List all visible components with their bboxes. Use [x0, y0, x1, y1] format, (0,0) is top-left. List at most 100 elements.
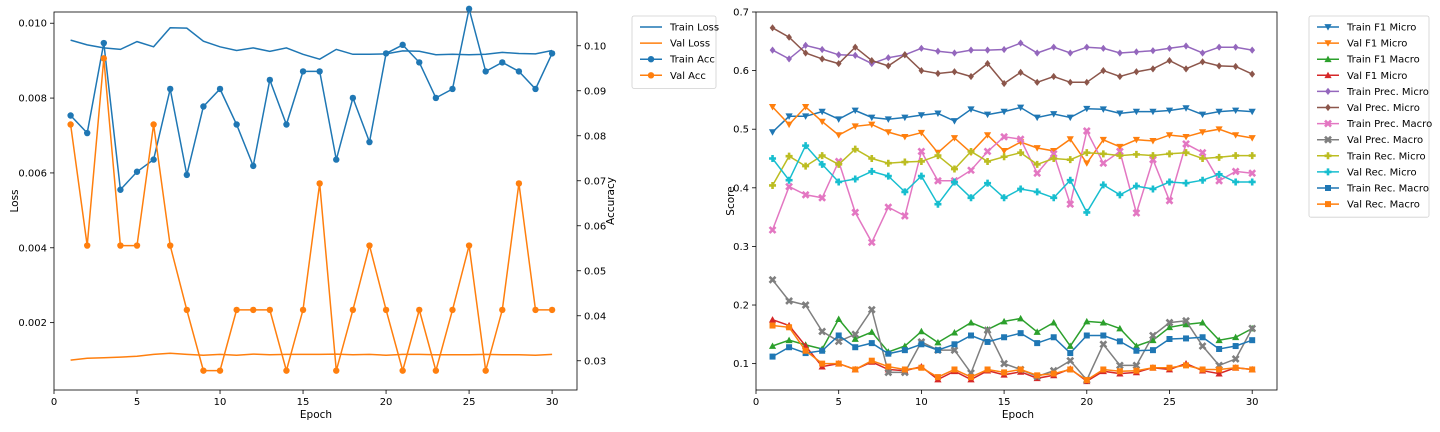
data-point [266, 76, 274, 84]
data-point [233, 306, 240, 314]
data-point [968, 46, 974, 54]
data-point [851, 175, 859, 183]
data-point [532, 85, 539, 93]
data-point [250, 162, 257, 170]
data-point [1231, 355, 1240, 363]
data-point [283, 121, 290, 128]
series-val-rec-micro [769, 142, 1256, 216]
data-point [1099, 150, 1107, 158]
data-point [918, 341, 925, 348]
data-point [200, 367, 207, 374]
data-point [1066, 114, 1074, 122]
data-point [918, 67, 925, 75]
legend-label: Train F1 Macro [1346, 55, 1420, 66]
legend-item: Train Prec. Micro [1317, 87, 1429, 98]
data-point [1083, 160, 1091, 167]
data-point [150, 156, 157, 163]
data-point [1050, 72, 1057, 81]
y2-tick-label: 0.03 [584, 356, 606, 367]
data-point [1149, 336, 1157, 344]
legend-label: Train Acc [669, 55, 715, 66]
data-point [917, 172, 925, 180]
data-point [1083, 317, 1091, 325]
data-point [1198, 129, 1207, 136]
series-line-val-f1-micro [771, 105, 1253, 165]
data-point [1066, 200, 1075, 209]
data-point [482, 68, 489, 75]
legend-item: Val F1 Micro [1317, 71, 1407, 82]
data-point [1231, 167, 1240, 176]
x-tick-label: 5 [836, 397, 842, 408]
data-point [1216, 345, 1223, 352]
data-point [968, 332, 975, 339]
legend-marker [1325, 87, 1331, 95]
data-point [768, 275, 777, 284]
legend-marker [647, 56, 655, 63]
data-point [1000, 359, 1009, 368]
data-point [499, 59, 506, 66]
data-point [934, 338, 942, 346]
data-point [917, 147, 926, 156]
data-point [117, 242, 124, 249]
series-train-loss [70, 26, 553, 61]
data-point [934, 176, 942, 185]
legend-marker [1324, 152, 1332, 160]
y-tick-label: 0.7 [733, 8, 749, 19]
data-point [1033, 188, 1041, 196]
data-point [100, 55, 108, 62]
data-point [1082, 127, 1091, 135]
data-point [1116, 324, 1124, 332]
data-point [1183, 42, 1189, 50]
y-tick-label: 0.6 [733, 66, 749, 77]
data-point [449, 306, 456, 314]
data-point [917, 129, 925, 137]
data-point [1199, 155, 1207, 163]
data-point [1133, 48, 1140, 56]
data-point [818, 193, 827, 202]
data-point [1050, 148, 1058, 155]
data-point [1067, 49, 1074, 57]
data-point [835, 360, 842, 367]
data-point [183, 306, 191, 314]
data-point [868, 328, 876, 335]
series-train-prec-macro [768, 127, 1257, 247]
data-point [1182, 316, 1190, 325]
data-point [1149, 364, 1156, 371]
legend-marker [647, 72, 655, 79]
data-point [917, 112, 925, 119]
data-point [951, 68, 958, 76]
data-point [934, 200, 942, 208]
data-point [786, 33, 792, 41]
data-point [1149, 185, 1157, 193]
series-val-loss [70, 352, 553, 361]
data-point [768, 104, 777, 111]
data-point [835, 116, 843, 123]
data-point [983, 111, 992, 119]
data-point [968, 72, 974, 81]
y2-tick-label: 0.07 [584, 176, 606, 187]
data-point [1050, 43, 1057, 51]
legend-item: Train F1 Micro [1317, 23, 1416, 34]
data-point [366, 138, 373, 146]
series-train-rec-macro [769, 330, 1256, 360]
data-point [250, 306, 257, 314]
data-point [1000, 148, 1008, 155]
data-point [1166, 364, 1173, 371]
data-point [901, 188, 909, 196]
data-point [769, 181, 777, 189]
data-point [1116, 191, 1124, 199]
data-point [851, 145, 859, 153]
data-point [1017, 104, 1025, 112]
data-point [1215, 176, 1224, 185]
data-point [1199, 176, 1207, 184]
data-point [216, 85, 224, 93]
data-point [1067, 366, 1074, 373]
legend-marker [1324, 168, 1332, 176]
data-point [802, 347, 809, 354]
data-point [1116, 338, 1123, 345]
data-point [1000, 153, 1008, 161]
data-point [835, 315, 843, 322]
data-point [1067, 350, 1074, 357]
data-point [1249, 366, 1256, 373]
